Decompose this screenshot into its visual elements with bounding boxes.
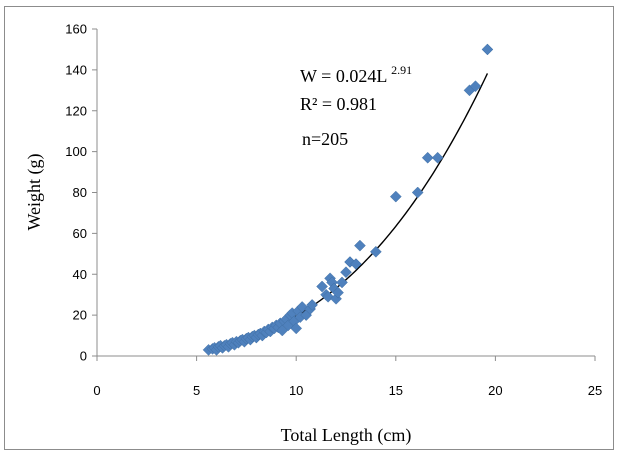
y-tick-label: 140	[65, 62, 87, 77]
chart-frame	[4, 6, 614, 450]
y-tick-label: 120	[65, 103, 87, 118]
data-point	[296, 301, 309, 313]
x-tick-label: 20	[488, 383, 502, 398]
data-point	[421, 151, 434, 164]
y-tick-label: 60	[73, 226, 87, 241]
data-point	[370, 245, 382, 258]
x-tick-label: 5	[193, 383, 200, 398]
axes-layer: 0 20 40 60 80 100 120 140 160 0 5 10 15 20 25	[65, 22, 602, 399]
data-point	[306, 299, 318, 311]
x-tick-label: 15	[389, 383, 403, 398]
y-tick-label: 40	[73, 267, 87, 282]
y-tick-label: 160	[65, 22, 87, 37]
sample-size-annotation: n=205	[302, 129, 348, 149]
y-tick-label: 100	[65, 144, 87, 159]
equation-annotation: W = 0.024L 2.91	[300, 63, 412, 86]
data-point	[354, 239, 366, 252]
y-tick-label: 0	[80, 349, 87, 364]
data-point	[336, 276, 348, 289]
x-axis-label: Total Length (cm)	[281, 425, 412, 446]
data-point	[322, 290, 334, 303]
data-point	[332, 286, 344, 299]
data-point	[411, 186, 424, 199]
data-point	[350, 258, 362, 270]
data-point	[481, 43, 494, 56]
y-axis-label: Weight (g)	[24, 153, 45, 230]
y-tick-label: 80	[73, 185, 87, 200]
trendline-layer	[208, 73, 489, 350]
x-tick-label: 10	[289, 383, 303, 398]
y-tick-label: 20	[73, 308, 87, 323]
data-point	[316, 280, 328, 293]
x-tick-label: 0	[93, 383, 100, 398]
data-point	[431, 151, 444, 164]
power-trendline	[208, 73, 489, 350]
data-point	[469, 80, 482, 93]
data-point	[290, 322, 303, 335]
data-point	[389, 190, 402, 203]
r-squared-annotation: R² = 0.981	[300, 94, 377, 114]
equation-exponent: 2.91	[391, 63, 412, 77]
equation-prefix: W = 0.024L	[300, 66, 387, 86]
x-tick-label: 25	[588, 383, 602, 398]
data-point	[340, 266, 352, 279]
data-points-layer	[202, 43, 494, 356]
